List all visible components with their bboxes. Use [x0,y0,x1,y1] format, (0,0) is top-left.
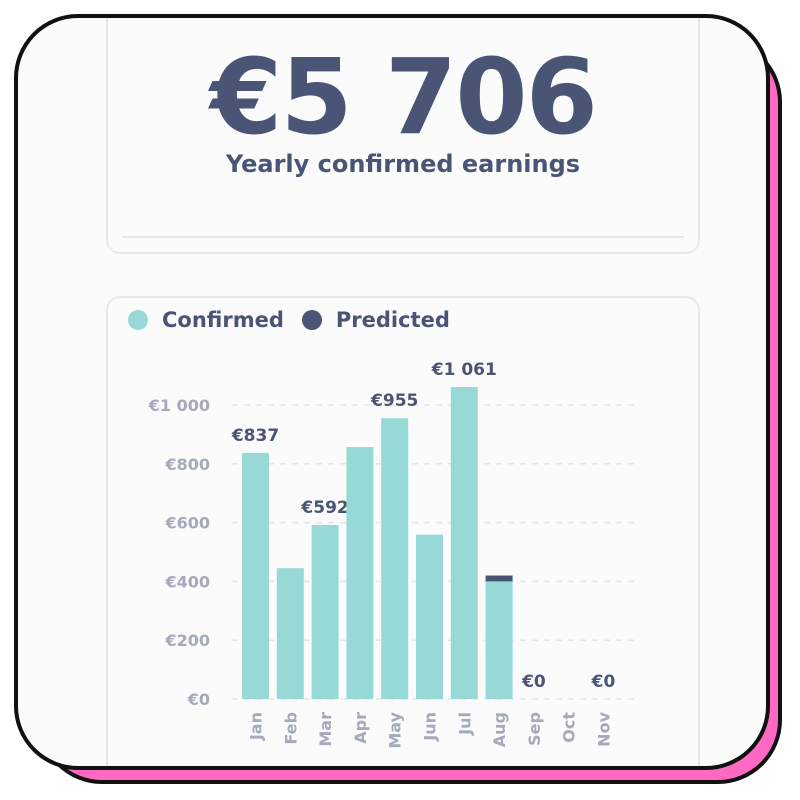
legend-label-predicted: Predicted [335,308,450,332]
bar-confirmed [450,387,478,699]
y-tick-label: €600 [164,514,210,533]
chart-legend: Confirmed Predicted [128,308,450,332]
legend-item-predicted: Predicted [301,308,450,332]
bar-confirmed [242,452,269,699]
predicted-dot-icon [301,310,322,330]
data-label: €0 [591,672,616,692]
x-tick-label: Oct [560,712,579,743]
y-tick-label: €200 [164,631,210,650]
data-label: €955 [370,391,418,411]
bar-confirmed [346,447,374,699]
x-tick-label: Aug [490,712,509,747]
x-tick-label: Jan [247,712,266,741]
y-tick-label: €800 [164,455,210,474]
bar-confirmed [276,568,304,699]
yearly-earnings-amount: €5 706 [209,36,598,158]
x-tick-label: Apr [351,712,370,744]
earnings-summary-card: €5 706 Yearly confirmed earnings [106,18,700,254]
x-tick-label: Jun [421,712,440,742]
legend-label-confirmed: Confirmed [162,308,284,332]
x-tick-label: Jul [455,712,474,736]
confirmed-dot-icon [128,310,148,330]
y-tick-label: €0 [187,690,210,709]
x-tick-label: Mar [316,712,335,747]
x-tick-label: Sep [525,712,544,746]
legend-item-confirmed: Confirmed [128,308,284,332]
x-tick-label: May [386,711,405,748]
data-label: €1 061 [431,360,497,380]
x-tick-label: Nov [595,711,614,746]
divider [122,236,684,238]
y-tick-label: €400 [164,572,210,591]
yearly-earnings-label: Yearly confirmed earnings [225,150,581,178]
bar-confirmed [485,581,513,699]
bar-confirmed [311,524,339,699]
bar-predicted [485,575,513,582]
bar-confirmed [381,418,409,699]
x-tick-label: Feb [281,712,300,745]
data-label: €592 [300,498,348,518]
data-label: €837 [231,426,279,446]
data-label: €0 [521,672,546,692]
y-tick-label: €1 000 [148,396,210,415]
bar-confirmed [416,534,443,699]
